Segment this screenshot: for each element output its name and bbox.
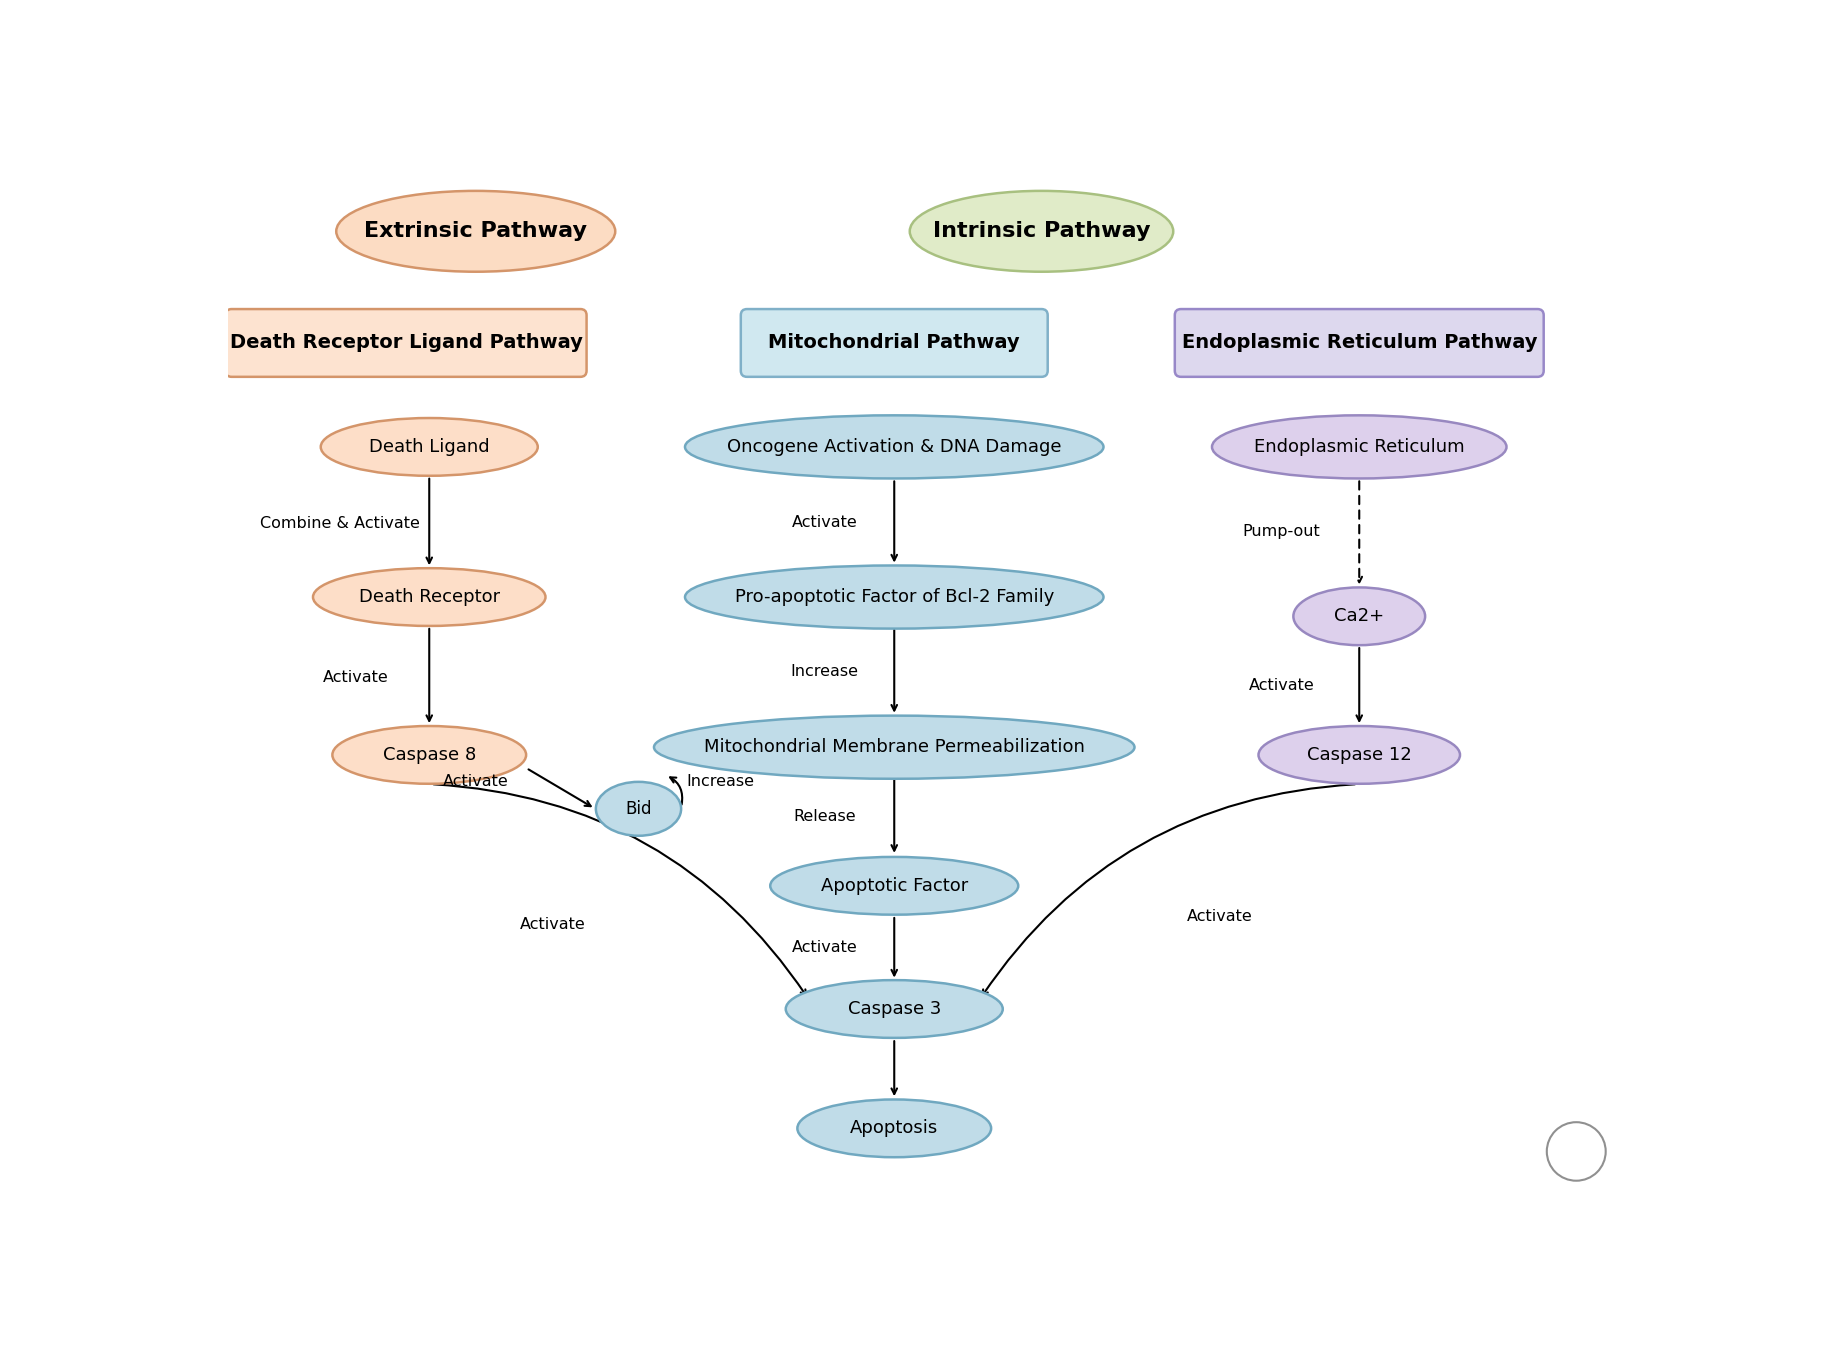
Text: Caspase 12: Caspase 12 <box>1306 747 1412 764</box>
Ellipse shape <box>1259 726 1459 784</box>
Ellipse shape <box>771 857 1018 915</box>
Text: Apoptosis: Apoptosis <box>851 1119 938 1137</box>
Text: Mitochondrial Membrane Permeabilization: Mitochondrial Membrane Permeabilization <box>703 738 1084 756</box>
Text: Activate: Activate <box>521 917 587 932</box>
Text: Intrinsic Pathway: Intrinsic Pathway <box>933 221 1150 242</box>
Ellipse shape <box>785 980 1002 1038</box>
Text: Extrinsic Pathway: Extrinsic Pathway <box>364 221 587 242</box>
Ellipse shape <box>654 716 1135 779</box>
Text: Caspase 3: Caspase 3 <box>847 1000 940 1018</box>
Text: Death Receptor Ligand Pathway: Death Receptor Ligand Pathway <box>230 333 583 352</box>
Text: Oncogene Activation & DNA Damage: Oncogene Activation & DNA Damage <box>727 437 1062 456</box>
Text: Increase: Increase <box>791 664 858 679</box>
Ellipse shape <box>337 190 616 271</box>
Ellipse shape <box>1212 416 1507 478</box>
Ellipse shape <box>909 190 1173 271</box>
Ellipse shape <box>685 566 1104 629</box>
Text: Bid: Bid <box>625 799 652 818</box>
FancyBboxPatch shape <box>1175 309 1543 377</box>
Text: Pump-out: Pump-out <box>1243 524 1321 539</box>
Text: Endoplasmic Reticulum: Endoplasmic Reticulum <box>1254 437 1465 456</box>
Text: Death Ligand: Death Ligand <box>368 437 490 456</box>
Ellipse shape <box>1294 587 1425 645</box>
Text: Activate: Activate <box>443 775 508 790</box>
Text: Activate: Activate <box>322 671 388 686</box>
Ellipse shape <box>596 782 681 836</box>
Text: Apoptotic Factor: Apoptotic Factor <box>820 876 967 895</box>
Text: Caspase 8: Caspase 8 <box>383 747 476 764</box>
Ellipse shape <box>321 418 537 475</box>
Ellipse shape <box>685 416 1104 478</box>
Text: Activate: Activate <box>1248 678 1315 693</box>
Text: Increase: Increase <box>685 775 754 790</box>
FancyBboxPatch shape <box>742 309 1048 377</box>
Ellipse shape <box>313 568 545 626</box>
Text: Endoplasmic Reticulum Pathway: Endoplasmic Reticulum Pathway <box>1181 333 1538 352</box>
Text: Pro-apoptotic Factor of Bcl-2 Family: Pro-apoptotic Factor of Bcl-2 Family <box>734 589 1053 606</box>
Text: Activate: Activate <box>791 940 858 954</box>
Circle shape <box>1547 1122 1605 1181</box>
Text: Mitochondrial Pathway: Mitochondrial Pathway <box>769 333 1020 352</box>
Text: Death Receptor: Death Receptor <box>359 589 499 606</box>
Text: Release: Release <box>793 809 856 824</box>
Text: Ca2+: Ca2+ <box>1334 608 1385 625</box>
Ellipse shape <box>798 1099 991 1157</box>
Text: Activate: Activate <box>791 514 858 529</box>
Text: Combine & Activate: Combine & Activate <box>261 517 421 532</box>
Text: Activate: Activate <box>1186 909 1254 925</box>
FancyBboxPatch shape <box>226 309 587 377</box>
Ellipse shape <box>332 726 527 784</box>
